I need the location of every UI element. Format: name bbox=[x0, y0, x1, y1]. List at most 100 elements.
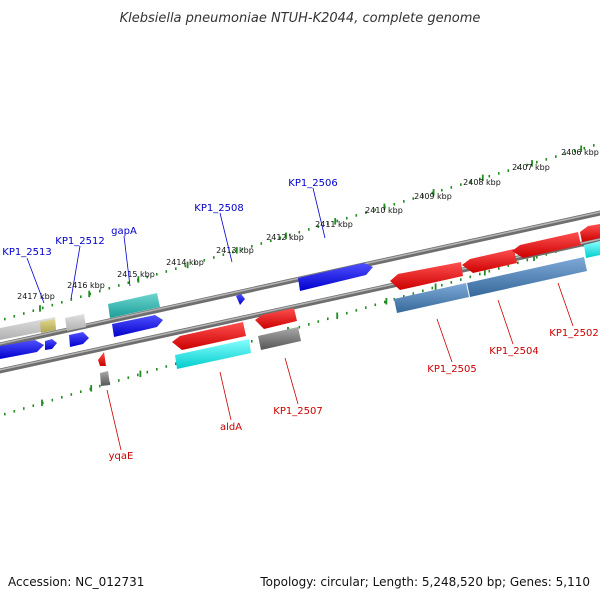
gene-arrow[interactable] bbox=[390, 262, 463, 290]
ruler-dot bbox=[507, 169, 510, 172]
feature-block[interactable] bbox=[100, 371, 110, 386]
ruler-dot bbox=[479, 272, 481, 276]
feature-block[interactable] bbox=[175, 339, 251, 369]
gene-arrow[interactable] bbox=[0, 340, 44, 359]
ruler-dot bbox=[213, 256, 215, 259]
gene-labels-top: KP1_2513 KP1_2512 gapA KP1_2508 KP1_2506 bbox=[2, 178, 337, 258]
accession-text: Accession: NC_012731 bbox=[8, 575, 144, 589]
ruler-dot bbox=[165, 365, 168, 368]
ruler-dot bbox=[422, 289, 424, 293]
ruler-dot bbox=[317, 225, 320, 228]
reverse-features bbox=[98, 224, 600, 386]
gene-label[interactable]: KP1_2506 bbox=[288, 178, 337, 189]
ruler-dot bbox=[260, 242, 263, 245]
ruler-dot bbox=[298, 230, 301, 234]
gene-label[interactable]: KP1_2512 bbox=[55, 236, 104, 247]
ruler-dot bbox=[23, 407, 25, 410]
gene-label[interactable]: KP1_2504 bbox=[489, 346, 538, 357]
gene-arrow[interactable] bbox=[580, 224, 600, 242]
ruler-dot bbox=[127, 376, 130, 379]
gene-label[interactable]: KP1_2505 bbox=[427, 364, 476, 375]
ruler-dot bbox=[517, 166, 519, 170]
ruler-dot bbox=[365, 211, 367, 214]
gene-arrow[interactable] bbox=[255, 308, 297, 329]
ruler-dot bbox=[517, 261, 519, 265]
ruler-dot bbox=[108, 287, 111, 290]
ruler-major-tick bbox=[139, 370, 142, 378]
ruler-dot bbox=[80, 390, 82, 393]
feature-block[interactable] bbox=[40, 319, 56, 333]
ruler-major-tick bbox=[285, 232, 287, 240]
ruler-dot bbox=[42, 306, 44, 310]
ruler-major-tick bbox=[580, 145, 583, 152]
ruler-dot bbox=[412, 292, 415, 295]
ruler-major-tick bbox=[531, 160, 533, 167]
gene-label[interactable]: KP1_2508 bbox=[194, 203, 243, 214]
gene-label[interactable]: aldA bbox=[220, 422, 242, 433]
gene-label[interactable]: gapA bbox=[111, 226, 137, 237]
tick-label: 2410 kbp bbox=[365, 206, 403, 215]
ruler-dot bbox=[479, 177, 481, 181]
ruler-dot bbox=[4, 412, 6, 416]
ruler-dot bbox=[450, 281, 453, 284]
ruler-dot bbox=[127, 281, 130, 284]
tick-label: 2409 kbp bbox=[414, 192, 452, 201]
genome-summary-text: Topology: circular; Length: 5,248,520 bp… bbox=[259, 575, 590, 589]
gene-arrow[interactable] bbox=[512, 232, 581, 258]
ruler-dot bbox=[279, 236, 282, 240]
feature-block[interactable] bbox=[584, 241, 600, 258]
feature-block[interactable] bbox=[467, 257, 587, 297]
ruler-dot bbox=[241, 247, 244, 251]
ruler-dot bbox=[298, 325, 301, 329]
ruler-dot bbox=[51, 398, 54, 402]
ruler-dot bbox=[23, 312, 25, 315]
ruler-dot bbox=[365, 306, 367, 309]
gene-arrow[interactable] bbox=[69, 332, 89, 347]
gene-arrow[interactable] bbox=[112, 315, 163, 337]
ruler-major-tick bbox=[336, 312, 339, 319]
ruler-major-tick bbox=[432, 189, 435, 196]
ruler-dot bbox=[469, 275, 472, 279]
ruler-dot bbox=[222, 253, 225, 256]
feature-block[interactable] bbox=[258, 327, 301, 350]
ruler-dot bbox=[460, 278, 462, 281]
ruler-dot bbox=[460, 183, 462, 186]
feature-block[interactable] bbox=[394, 283, 469, 313]
ruler-major-tick bbox=[533, 254, 535, 261]
ruler-dot bbox=[393, 202, 396, 206]
ruler-dot bbox=[194, 261, 196, 265]
gene-label[interactable]: KP1_2513 bbox=[2, 247, 51, 258]
feature-block[interactable] bbox=[108, 293, 160, 318]
ruler-major-tick bbox=[186, 261, 189, 269]
gene-arrow[interactable] bbox=[462, 249, 517, 273]
gene-leader-lines bbox=[26, 187, 574, 451]
gene-label[interactable]: KP1_2507 bbox=[273, 406, 322, 417]
tick-label: 2411 kbp bbox=[315, 220, 353, 229]
gene-arrow[interactable] bbox=[172, 322, 246, 350]
feature-block[interactable] bbox=[65, 314, 86, 331]
ruler-dot bbox=[450, 186, 453, 189]
ruler-major-tick bbox=[235, 247, 238, 254]
ruler-dot bbox=[564, 152, 567, 156]
gene-arrow[interactable] bbox=[45, 339, 57, 350]
ruler-major-tick bbox=[383, 203, 386, 211]
ruler-dot bbox=[270, 239, 272, 242]
ruler-dot bbox=[146, 275, 149, 279]
ruler-tick-labels: 2406 kbp 2407 kbp 2408 kbp 2409 kbp 2410… bbox=[17, 148, 599, 301]
gene-label[interactable]: KP1_2502 bbox=[549, 328, 598, 339]
ruler-dot bbox=[422, 194, 424, 198]
ruler-dot bbox=[156, 368, 158, 371]
ruler-dot bbox=[99, 384, 101, 388]
ruler-dot bbox=[118, 379, 120, 382]
ruler-dot bbox=[251, 340, 253, 343]
ruler-major-tick bbox=[90, 385, 93, 392]
gene-arrow[interactable] bbox=[98, 352, 106, 366]
ruler-dot bbox=[80, 295, 82, 298]
gene-arrow[interactable] bbox=[236, 294, 245, 305]
ruler-major-tick bbox=[481, 174, 484, 182]
gene-arrow[interactable] bbox=[298, 263, 373, 291]
ruler-dot bbox=[507, 264, 510, 267]
tick-label: 2412 kbp bbox=[266, 233, 304, 242]
ruler-dot bbox=[203, 259, 206, 262]
gene-label[interactable]: yqaE bbox=[109, 451, 134, 462]
